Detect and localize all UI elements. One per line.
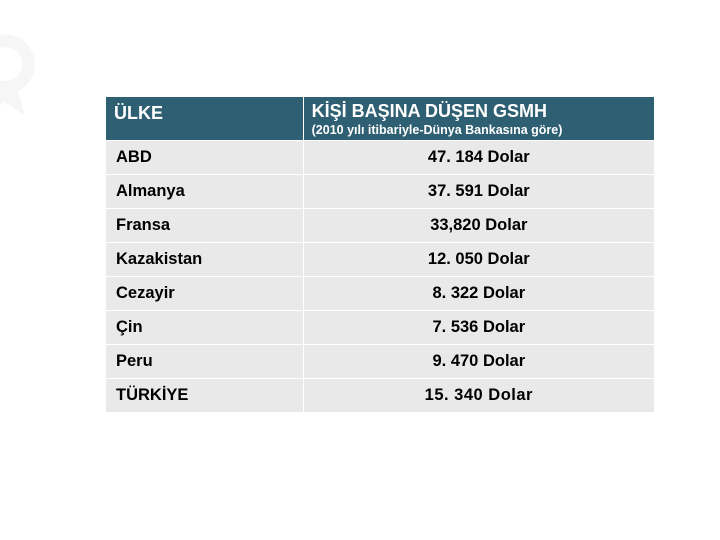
gsmh-table-container: ÜLKE KİŞİ BAŞINA DÜŞEN GSMH (2010 yılı i… [105, 96, 655, 413]
table-row: Peru 9. 470 Dolar [106, 344, 655, 378]
table-body: ABD 47. 184 Dolar Almanya 37. 591 Dolar … [106, 140, 655, 412]
cell-country: TÜRKİYE [106, 378, 304, 412]
cell-value: 8. 322 Dolar [303, 276, 654, 310]
table-row: Almanya 37. 591 Dolar [106, 174, 655, 208]
table-row: TÜRKİYE 15. 340 Dolar [106, 378, 655, 412]
gsmh-table: ÜLKE KİŞİ BAŞINA DÜŞEN GSMH (2010 yılı i… [105, 96, 655, 413]
header-gsmh: KİŞİ BAŞINA DÜŞEN GSMH (2010 yılı itibar… [303, 97, 654, 141]
decorative-ribbon [0, 30, 50, 120]
table-row: Kazakistan 12. 050 Dolar [106, 242, 655, 276]
cell-country: Çin [106, 310, 304, 344]
cell-country: Kazakistan [106, 242, 304, 276]
cell-country: ABD [106, 140, 304, 174]
header-gsmh-title: KİŞİ BAŞINA DÜŞEN GSMH [312, 101, 646, 122]
cell-value: 9. 470 Dolar [303, 344, 654, 378]
table-row: Fransa 33,820 Dolar [106, 208, 655, 242]
cell-value: 47. 184 Dolar [303, 140, 654, 174]
table-row: Cezayir 8. 322 Dolar [106, 276, 655, 310]
cell-country: Peru [106, 344, 304, 378]
cell-value: 15. 340 Dolar [303, 378, 654, 412]
table-row: Çin 7. 536 Dolar [106, 310, 655, 344]
cell-value: 37. 591 Dolar [303, 174, 654, 208]
cell-value: 7. 536 Dolar [303, 310, 654, 344]
cell-country: Cezayir [106, 276, 304, 310]
cell-value: 12. 050 Dolar [303, 242, 654, 276]
table-header-row: ÜLKE KİŞİ BAŞINA DÜŞEN GSMH (2010 yılı i… [106, 97, 655, 141]
header-country: ÜLKE [106, 97, 304, 141]
header-gsmh-subtitle: (2010 yılı itibariyle-Dünya Bankasına gö… [312, 122, 646, 138]
cell-country: Fransa [106, 208, 304, 242]
table-row: ABD 47. 184 Dolar [106, 140, 655, 174]
cell-value: 33,820 Dolar [303, 208, 654, 242]
cell-country: Almanya [106, 174, 304, 208]
